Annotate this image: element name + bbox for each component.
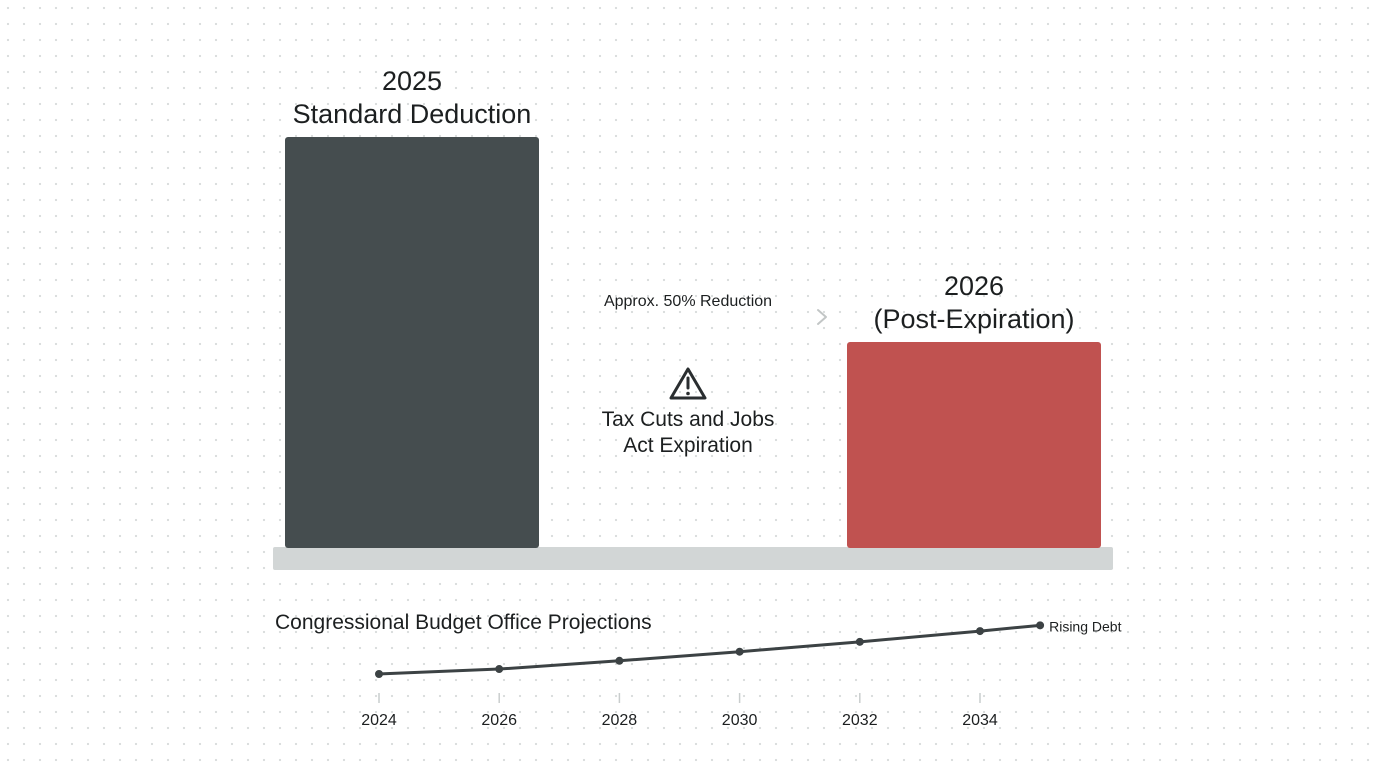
- x-tick-label-2028: 2028: [602, 712, 638, 729]
- reduction-arrow-label: Approx. 50% Reduction: [604, 293, 772, 310]
- data-point-2024: [375, 670, 383, 678]
- bar-after: [847, 342, 1101, 548]
- x-tick-label-2034: 2034: [962, 712, 998, 729]
- x-tick-label-2032: 2032: [842, 712, 878, 729]
- warning-triangle-outline: [669, 367, 707, 400]
- bar-label-after-line-1: 2026: [944, 271, 1004, 301]
- line-chart-title: Congressional Budget Office Projections: [275, 611, 652, 634]
- data-point-2035: [1036, 621, 1045, 630]
- data-point-2030: [735, 647, 744, 656]
- x-tick-label-2024: 2024: [361, 712, 397, 729]
- reduction-arrow-head: [817, 309, 827, 325]
- data-point-2026: [495, 665, 504, 674]
- warning-label-line-2: Act Expiration: [623, 434, 753, 457]
- warning-label-line-1: Tax Cuts and Jobs: [602, 408, 775, 431]
- data-point-2028: [615, 656, 624, 665]
- x-tick-label-2030: 2030: [722, 712, 758, 729]
- bar-label-after-line-2: (Post-Expiration): [873, 304, 1074, 334]
- series-label: Rising Debt: [1049, 618, 1121, 634]
- chart-baseline: [273, 547, 1113, 570]
- x-tick-label-2026: 2026: [481, 712, 517, 729]
- bar-label-before-line-2: Standard Deduction: [293, 99, 532, 129]
- warning-triangle-icon: [669, 367, 707, 400]
- data-point-2032: [855, 637, 864, 646]
- warning-exclamation-dot: [686, 391, 690, 396]
- data-point-2034: [976, 627, 984, 636]
- bar-before: [285, 137, 539, 548]
- line-chart: Congressional Budget Office Projections 2…: [275, 611, 1122, 729]
- bar-label-before-line-1: 2025: [382, 66, 442, 96]
